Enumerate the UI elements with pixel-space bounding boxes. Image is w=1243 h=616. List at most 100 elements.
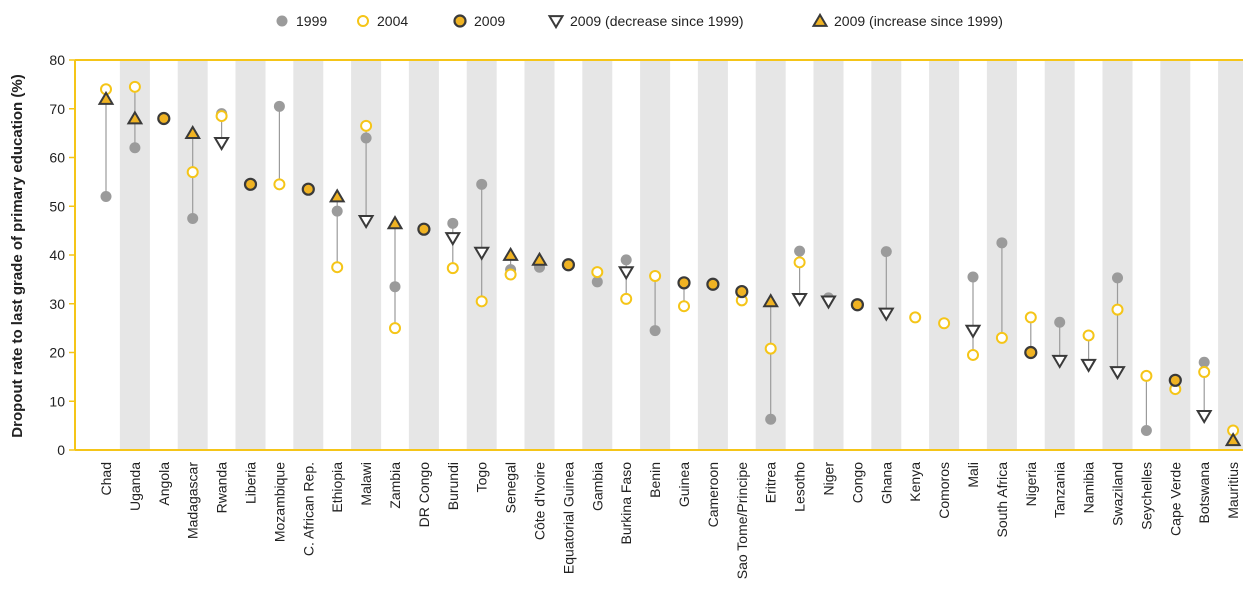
point-2009-increase: [126, 110, 144, 125]
point-1999: [880, 246, 892, 258]
point-1999: [591, 276, 603, 288]
x-tick-label: Côte d'Ivoire: [532, 462, 548, 540]
band-33: [1044, 60, 1075, 450]
point-2009-increase: [502, 246, 519, 261]
point-1999: [1140, 425, 1152, 436]
x-tick-label: Ghana: [878, 462, 894, 504]
point-2009-increase: [184, 124, 201, 139]
point-2009: [1024, 345, 1038, 360]
x-tick-label: Comoros: [936, 462, 952, 519]
point-2009-decrease: [357, 215, 375, 230]
x-tick-label: Madagascar: [185, 462, 201, 539]
category-points: [591, 266, 604, 288]
x-tick-label: Namibia: [1081, 462, 1097, 514]
x-tick-label: Nigeria: [1023, 462, 1039, 507]
point-2004: [1111, 303, 1124, 316]
category-points: [1109, 272, 1126, 381]
point-1999: [996, 237, 1008, 249]
point-2004: [475, 295, 488, 308]
point-2004: [591, 266, 604, 279]
point-2004: [128, 80, 141, 93]
category-points: [213, 108, 230, 152]
point-2009-decrease: [473, 246, 490, 261]
category-points: [964, 271, 982, 361]
point-1999: [476, 178, 488, 190]
x-tick-label: Gambia: [589, 462, 605, 511]
category-points: [386, 215, 404, 335]
category-points: [850, 298, 865, 312]
x-tick-label: Swaziland: [1110, 462, 1126, 526]
x-tick-label: South Africa: [994, 462, 1010, 538]
category-points: [328, 188, 346, 274]
legend-item-y1999: 1999: [276, 13, 327, 29]
point-2004: [446, 262, 459, 275]
legend-label: 1999: [296, 13, 327, 29]
category-points: [531, 251, 548, 273]
legend: 1999 2004 2009 2009 (decrease since 1999) 20…: [276, 12, 1003, 30]
point-2009: [735, 284, 749, 299]
band-7: [293, 60, 324, 450]
x-tick-label: Burkina Faso: [618, 462, 634, 545]
legend-item-dec: 2009 (decrease since 1999): [547, 13, 744, 30]
point-2009-decrease: [444, 232, 462, 247]
point-2004: [620, 292, 633, 305]
point-1999: [447, 217, 459, 229]
y-tick-label: 70: [49, 101, 65, 117]
x-tick-label: Mali: [965, 462, 981, 488]
y-axis: 0 10 20 30 40 50 60 70 80: [49, 52, 1243, 458]
x-tick-label: Niger: [821, 462, 837, 496]
y-tick-label: 20: [49, 345, 65, 361]
point-2009-increase: [531, 251, 548, 266]
point-2004: [764, 342, 777, 355]
legend-item-inc: 2009 (increase since 1999): [811, 12, 1003, 29]
y-tick-label: 50: [49, 198, 65, 214]
point-2009-decrease: [820, 295, 837, 310]
point-2009-increase: [811, 12, 829, 27]
x-tick-label: Tanzania: [1052, 462, 1068, 518]
x-tick-label: Botswana: [1196, 462, 1212, 524]
x-tick-label: Angola: [156, 462, 172, 506]
point-2009-increase: [1224, 432, 1242, 447]
category-points: [243, 177, 258, 191]
x-tick-label: Lesotho: [792, 462, 808, 512]
legend-label: 2009 (increase since 1999): [834, 13, 1003, 29]
x-tick-label: Rwanda: [214, 462, 230, 514]
legend-item-y2009: 2009: [453, 13, 505, 29]
point-2004: [1024, 311, 1037, 324]
x-tick-label: C. African Rep.: [300, 462, 316, 556]
band-17: [582, 60, 613, 450]
category-points: [938, 317, 951, 330]
legend-label: 2009: [474, 13, 505, 29]
band-11: [408, 60, 439, 450]
point-2009-decrease: [1109, 366, 1126, 381]
point-2009: [453, 14, 467, 28]
point-2009-decrease: [617, 266, 635, 281]
category-points: [502, 246, 519, 281]
background-bands: [119, 60, 1243, 450]
category-points: [762, 293, 779, 425]
x-tick-label: Senegal: [503, 462, 519, 513]
point-2004: [793, 256, 806, 269]
point-2009: [677, 276, 691, 290]
band-9: [351, 60, 382, 450]
legend-label: 2009 (decrease since 1999): [570, 13, 744, 29]
category-points: [791, 245, 808, 308]
category-points: [649, 269, 662, 337]
y-axis-title: Dropout rate to last grade of primary ed…: [9, 74, 26, 437]
point-2009: [157, 111, 171, 126]
category-points: [820, 292, 837, 310]
point-2004: [1198, 366, 1211, 378]
point-2009-decrease: [791, 293, 808, 308]
point-1999: [649, 325, 661, 337]
x-tick-label: Guinea: [676, 462, 692, 507]
band-21: [697, 60, 728, 450]
point-1999: [620, 254, 632, 266]
point-2004: [389, 322, 401, 335]
point-1999: [765, 413, 777, 425]
point-2009-increase: [762, 293, 779, 308]
point-2004: [215, 110, 228, 123]
point-2009: [706, 277, 720, 291]
point-2004: [360, 119, 373, 132]
y-tick-label: 40: [49, 247, 65, 263]
